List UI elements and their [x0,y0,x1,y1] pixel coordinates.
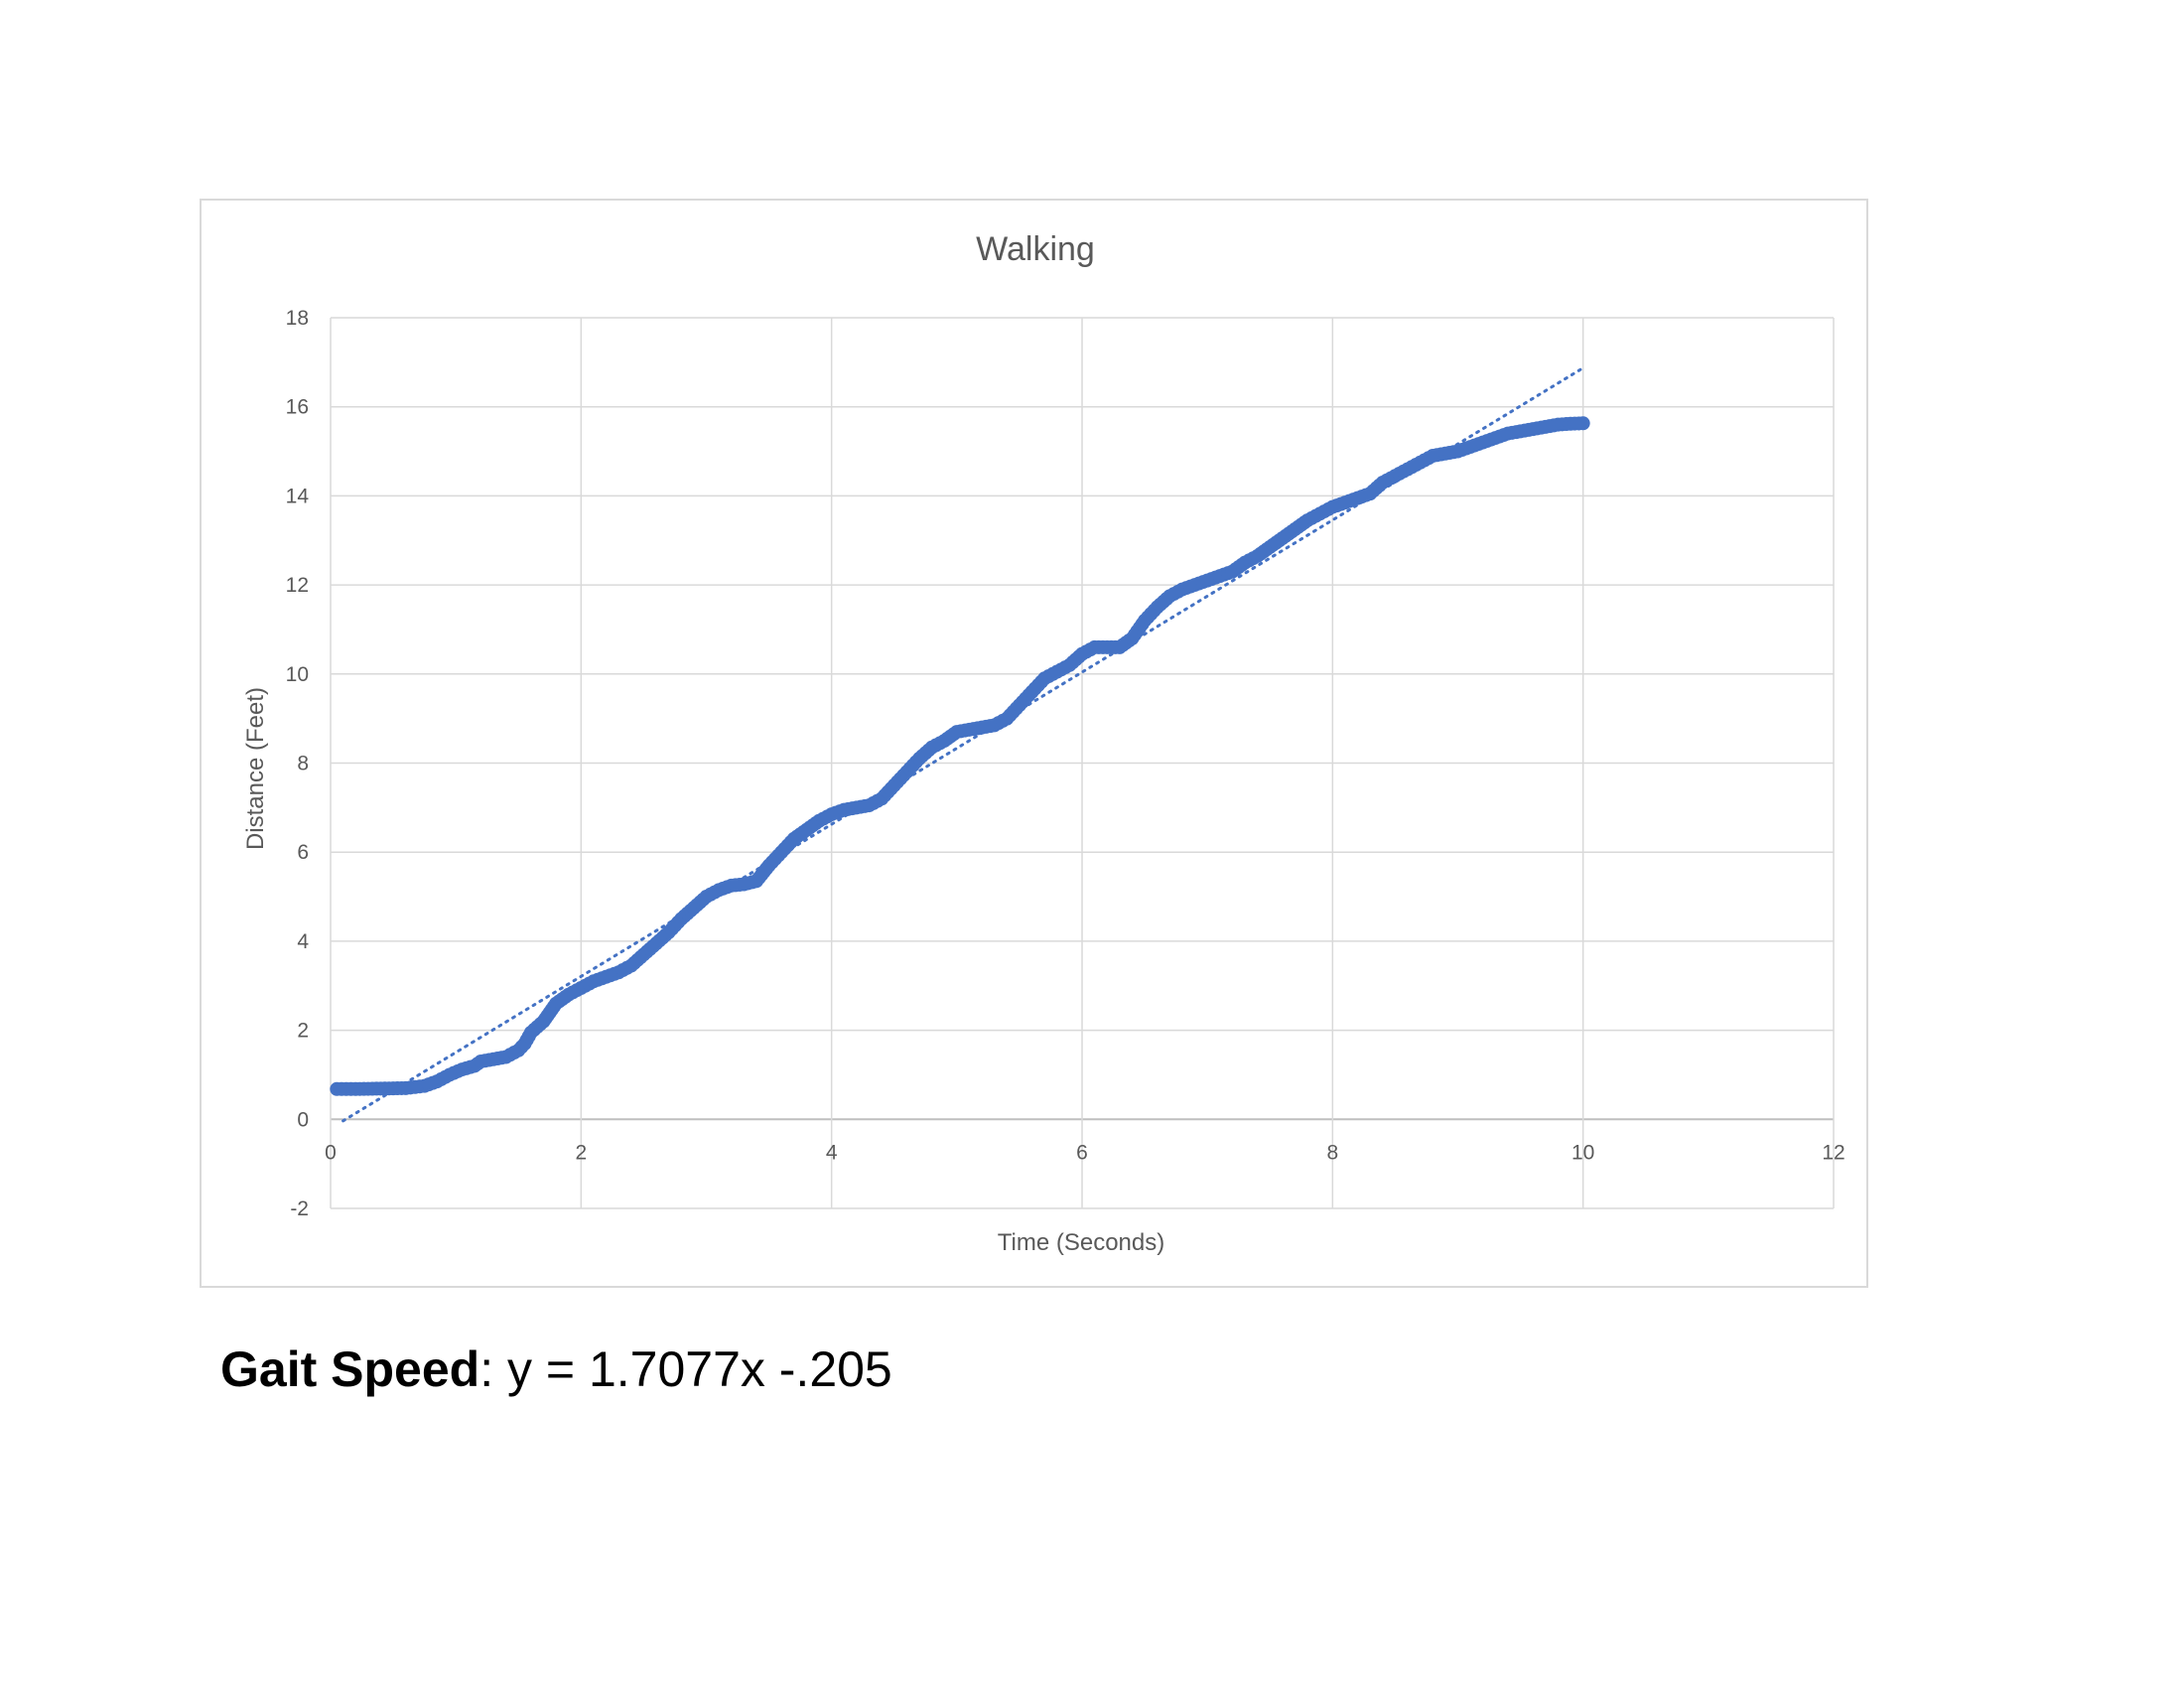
chart-svg: Walking -2 0 2 4 6 8 10 12 14 16 18 0 2 4 6 8 10 12 Time … [242,230,1845,1256]
y-tick-label: 10 [286,663,309,686]
y-tick-label: 14 [286,485,310,507]
y-tick-label: 2 [297,1020,309,1043]
y-tick-label: 4 [297,930,309,953]
y-tick-label: 12 [286,574,309,597]
gait-speed-label: Gait Speed [220,1341,480,1397]
y-tick-label: -2 [290,1197,309,1220]
data-points [330,416,1590,1096]
y-tick-label: 6 [297,841,309,864]
y-tick-label: 8 [297,753,309,775]
x-tick-label: 4 [826,1141,838,1164]
y-tick-label: 0 [297,1108,309,1131]
grid-lines [330,317,1835,1209]
data-point [1575,416,1590,431]
y-axis-title: Distance (Feet) [242,687,269,850]
x-tick-label: 10 [1571,1141,1594,1164]
x-tick-label: 0 [325,1141,337,1164]
gait-speed-formula: : y = 1.7077x -.205 [479,1341,892,1397]
y-tick-label: 18 [286,307,309,330]
x-tick-label: 2 [575,1141,587,1164]
gait-speed-equation: Gait Speed: y = 1.7077x -.205 [220,1340,892,1398]
x-tick-label: 8 [1326,1141,1338,1164]
x-axis-title: Time (Seconds) [998,1229,1165,1256]
x-tick-label: 12 [1822,1141,1844,1164]
chart-title: Walking [976,230,1095,268]
chart-frame: Walking -2 0 2 4 6 8 10 12 14 16 18 0 2 4 6 8 10 12 Time … [200,199,1868,1288]
x-tick-label: 6 [1076,1141,1088,1164]
y-tick-label: 16 [286,396,309,419]
tick-labels: -2 0 2 4 6 8 10 12 14 16 18 0 2 4 6 8 10 12 [286,307,1845,1220]
